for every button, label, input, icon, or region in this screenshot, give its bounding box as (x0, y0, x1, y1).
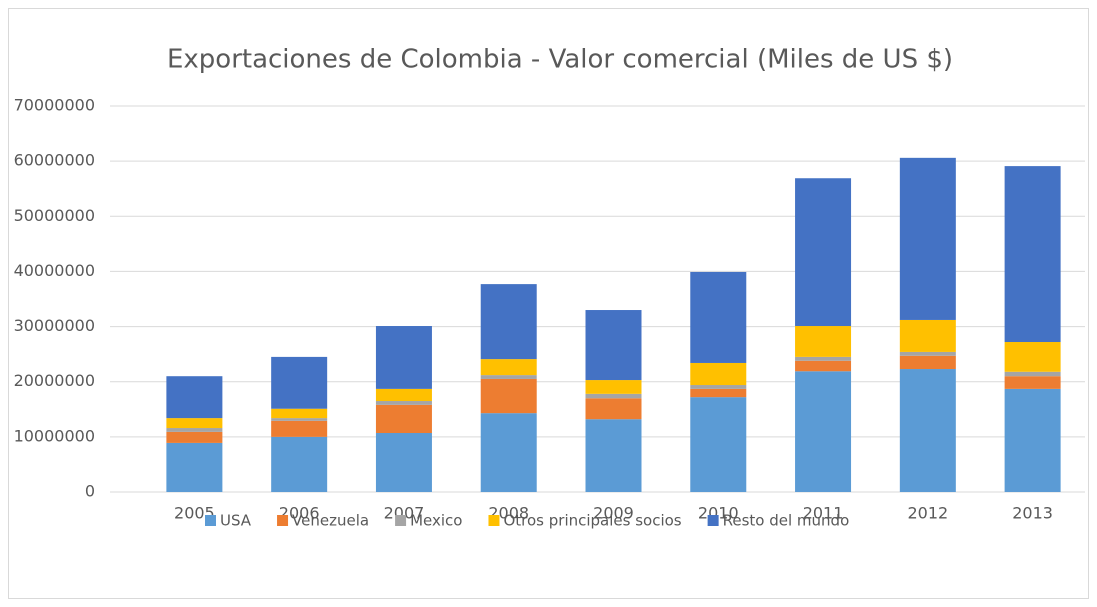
bar-segment (271, 356, 328, 409)
y-tick-label: 70000000 (14, 96, 95, 115)
bar-segment (585, 419, 642, 492)
legend-swatch (488, 515, 500, 526)
bar-segment (795, 326, 852, 357)
bar-segment (795, 371, 852, 492)
bar-segment (166, 442, 223, 492)
legend-swatch (707, 515, 719, 526)
bar-segment (795, 356, 852, 361)
bar-segment (166, 428, 223, 432)
bar-segment (375, 404, 432, 433)
bar-segment (899, 355, 956, 370)
bar-segment (1004, 376, 1061, 389)
x-tick-label: 2007 (384, 504, 425, 523)
bar-segment (795, 360, 852, 372)
legend-label: USA (220, 512, 252, 530)
bar-segment (480, 284, 537, 360)
bar-segment (480, 359, 537, 376)
y-tick-label: 0 (85, 482, 95, 501)
x-tick-label: 2006 (279, 504, 320, 523)
bar-segment (166, 418, 223, 429)
bar-segment (271, 408, 328, 419)
legend-swatch (395, 515, 407, 526)
bar-segment (585, 380, 642, 394)
bar-segment (899, 351, 956, 356)
bar-segment (375, 326, 432, 389)
bar-segment (271, 418, 328, 421)
x-tick-label: 2009 (593, 504, 634, 523)
bar-segment (690, 271, 747, 363)
bar-segment (375, 388, 432, 402)
bar-segment (480, 378, 537, 414)
bar-segment (690, 397, 747, 492)
bar-segment (585, 310, 642, 381)
chart-title: Exportaciones de Colombia - Valor comerc… (167, 45, 953, 75)
bar-segment (899, 157, 956, 320)
legend-label: Resto del mundo (723, 512, 850, 530)
y-tick-label: 50000000 (14, 206, 95, 225)
bar-segment (585, 393, 642, 399)
bar-segment (1004, 388, 1061, 492)
bar-segment (1004, 371, 1061, 377)
x-tick-label: 2013 (1012, 504, 1053, 523)
bar-segment (690, 385, 747, 389)
legend-swatch (205, 515, 216, 526)
bar-segment (166, 431, 223, 443)
legend-label: Venezuela (292, 512, 369, 530)
y-tick-label: 40000000 (14, 261, 95, 280)
bar-segment (690, 362, 747, 386)
x-tick-label: 2012 (907, 504, 948, 523)
bar-segment (899, 369, 956, 492)
bar-segment (375, 401, 432, 405)
x-tick-label: 2005 (174, 504, 215, 523)
y-tick-label: 30000000 (14, 316, 95, 335)
bar-segment (795, 178, 852, 327)
bar-segment (480, 413, 537, 492)
bar-segment (271, 420, 328, 437)
bar-segment (375, 432, 432, 492)
legend-swatch (277, 515, 289, 526)
bar-segment (585, 398, 642, 420)
bar-segment (690, 388, 747, 398)
bar-segment (1004, 166, 1061, 343)
bar-segment (899, 319, 956, 352)
bar-segment (480, 375, 537, 379)
y-tick-label: 60000000 (14, 151, 95, 170)
y-tick-label: 10000000 (14, 426, 95, 445)
bar-segment (1004, 342, 1061, 372)
bar-segment (271, 436, 328, 492)
legend-label: Mexico (410, 512, 462, 530)
legend-label: Otros principales socios (503, 512, 681, 530)
x-tick-label: 2011 (803, 504, 844, 523)
bar-segment (166, 376, 223, 419)
y-tick-label: 20000000 (14, 371, 95, 390)
